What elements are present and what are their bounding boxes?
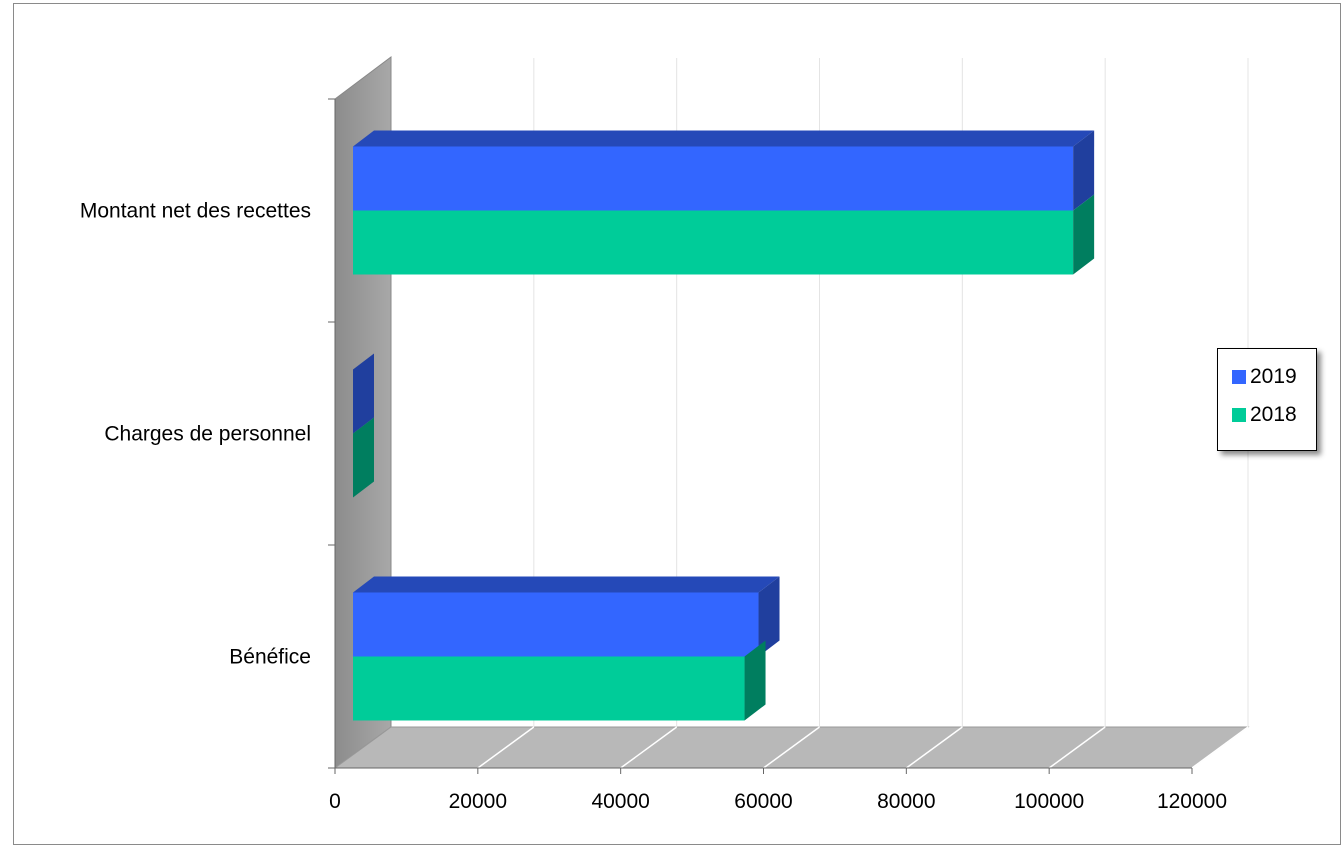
- legend-swatch: [1232, 408, 1246, 422]
- category-label: Charges de personnel: [104, 423, 311, 446]
- floor-gridline: [905, 726, 963, 769]
- x-tick-label: 0: [329, 790, 341, 813]
- x-tick-label: 60000: [734, 790, 792, 813]
- legend-item-2018: 2018: [1232, 403, 1297, 427]
- floor-gridline: [477, 726, 535, 769]
- bar-2019: [353, 130, 1095, 211]
- category-label: Montant net des recettes: [80, 200, 311, 223]
- legend-label: 2019: [1250, 365, 1297, 388]
- floor-gridline: [1048, 726, 1106, 769]
- x-tick-label: 80000: [877, 790, 935, 813]
- x-tick-label: 20000: [449, 790, 507, 813]
- bar-2019: [353, 353, 374, 434]
- legend-item-2019: 2019: [1232, 365, 1297, 389]
- floor-gridline: [620, 726, 678, 769]
- legend-label: 2018: [1250, 403, 1297, 426]
- bar-2018: [353, 417, 374, 498]
- legend-swatch: [1232, 370, 1246, 384]
- bar-2018: [353, 194, 1095, 275]
- category-label: Bénéfice: [229, 646, 311, 669]
- floor-gridline: [763, 726, 820, 769]
- x-tick-label: 120000: [1157, 790, 1227, 813]
- x-tick-label: 40000: [591, 790, 649, 813]
- bar-2018: [353, 640, 766, 721]
- floor-gridline: [1191, 726, 1249, 769]
- chart-legend: 2019 2018: [1217, 348, 1317, 451]
- x-tick-label: 100000: [1014, 790, 1084, 813]
- bar-2019: [353, 576, 780, 657]
